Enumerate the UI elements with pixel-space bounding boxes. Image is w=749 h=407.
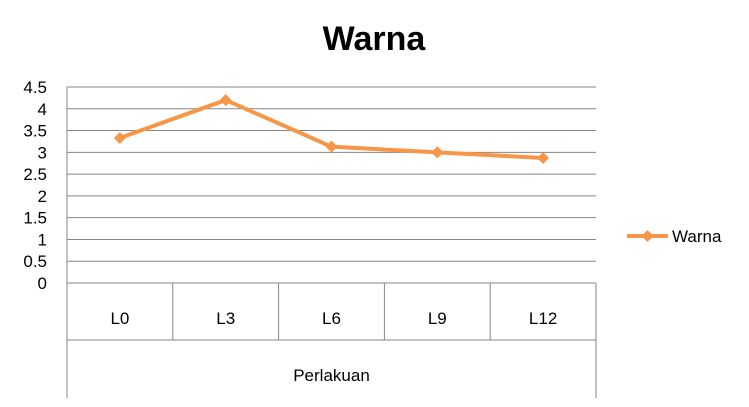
- x-tick-label: L3: [216, 309, 235, 328]
- y-tick-label: 2.5: [23, 165, 47, 184]
- legend: Warna: [627, 227, 722, 246]
- y-tick-label: 1: [38, 230, 47, 249]
- x-axis-categories: L0 L3 L6 L9 L12: [67, 283, 597, 398]
- data-point-marker: [431, 146, 444, 159]
- data-point-marker: [113, 131, 126, 144]
- legend-label: Warna: [672, 227, 722, 246]
- chart-title: Warna: [323, 20, 427, 58]
- y-tick-label: 0.5: [23, 252, 47, 271]
- y-tick-label: 4.5: [23, 78, 47, 97]
- data-point-marker: [537, 151, 550, 164]
- gridlines: [66, 86, 596, 398]
- x-axis-label: Perlakuan: [293, 366, 370, 385]
- y-tick-label: 2: [38, 187, 47, 206]
- x-tick-label: L6: [322, 309, 341, 328]
- x-tick-label: L9: [428, 309, 447, 328]
- y-tick-label: 0: [38, 274, 47, 293]
- y-axis-ticks: 0 0.5 1 1.5 2 2.5 3 3.5 4 4.5: [23, 78, 47, 293]
- data-point-marker: [219, 94, 232, 107]
- y-tick-label: 4: [38, 100, 47, 119]
- x-tick-label: L0: [110, 309, 129, 328]
- y-tick-label: 3.5: [23, 122, 47, 141]
- y-tick-label: 3: [38, 143, 47, 162]
- y-tick-label: 1.5: [23, 209, 47, 228]
- series-warna: [113, 94, 550, 164]
- x-tick-label: L12: [529, 309, 557, 328]
- data-point-marker: [325, 140, 338, 153]
- legend-marker-diamond: [641, 230, 654, 242]
